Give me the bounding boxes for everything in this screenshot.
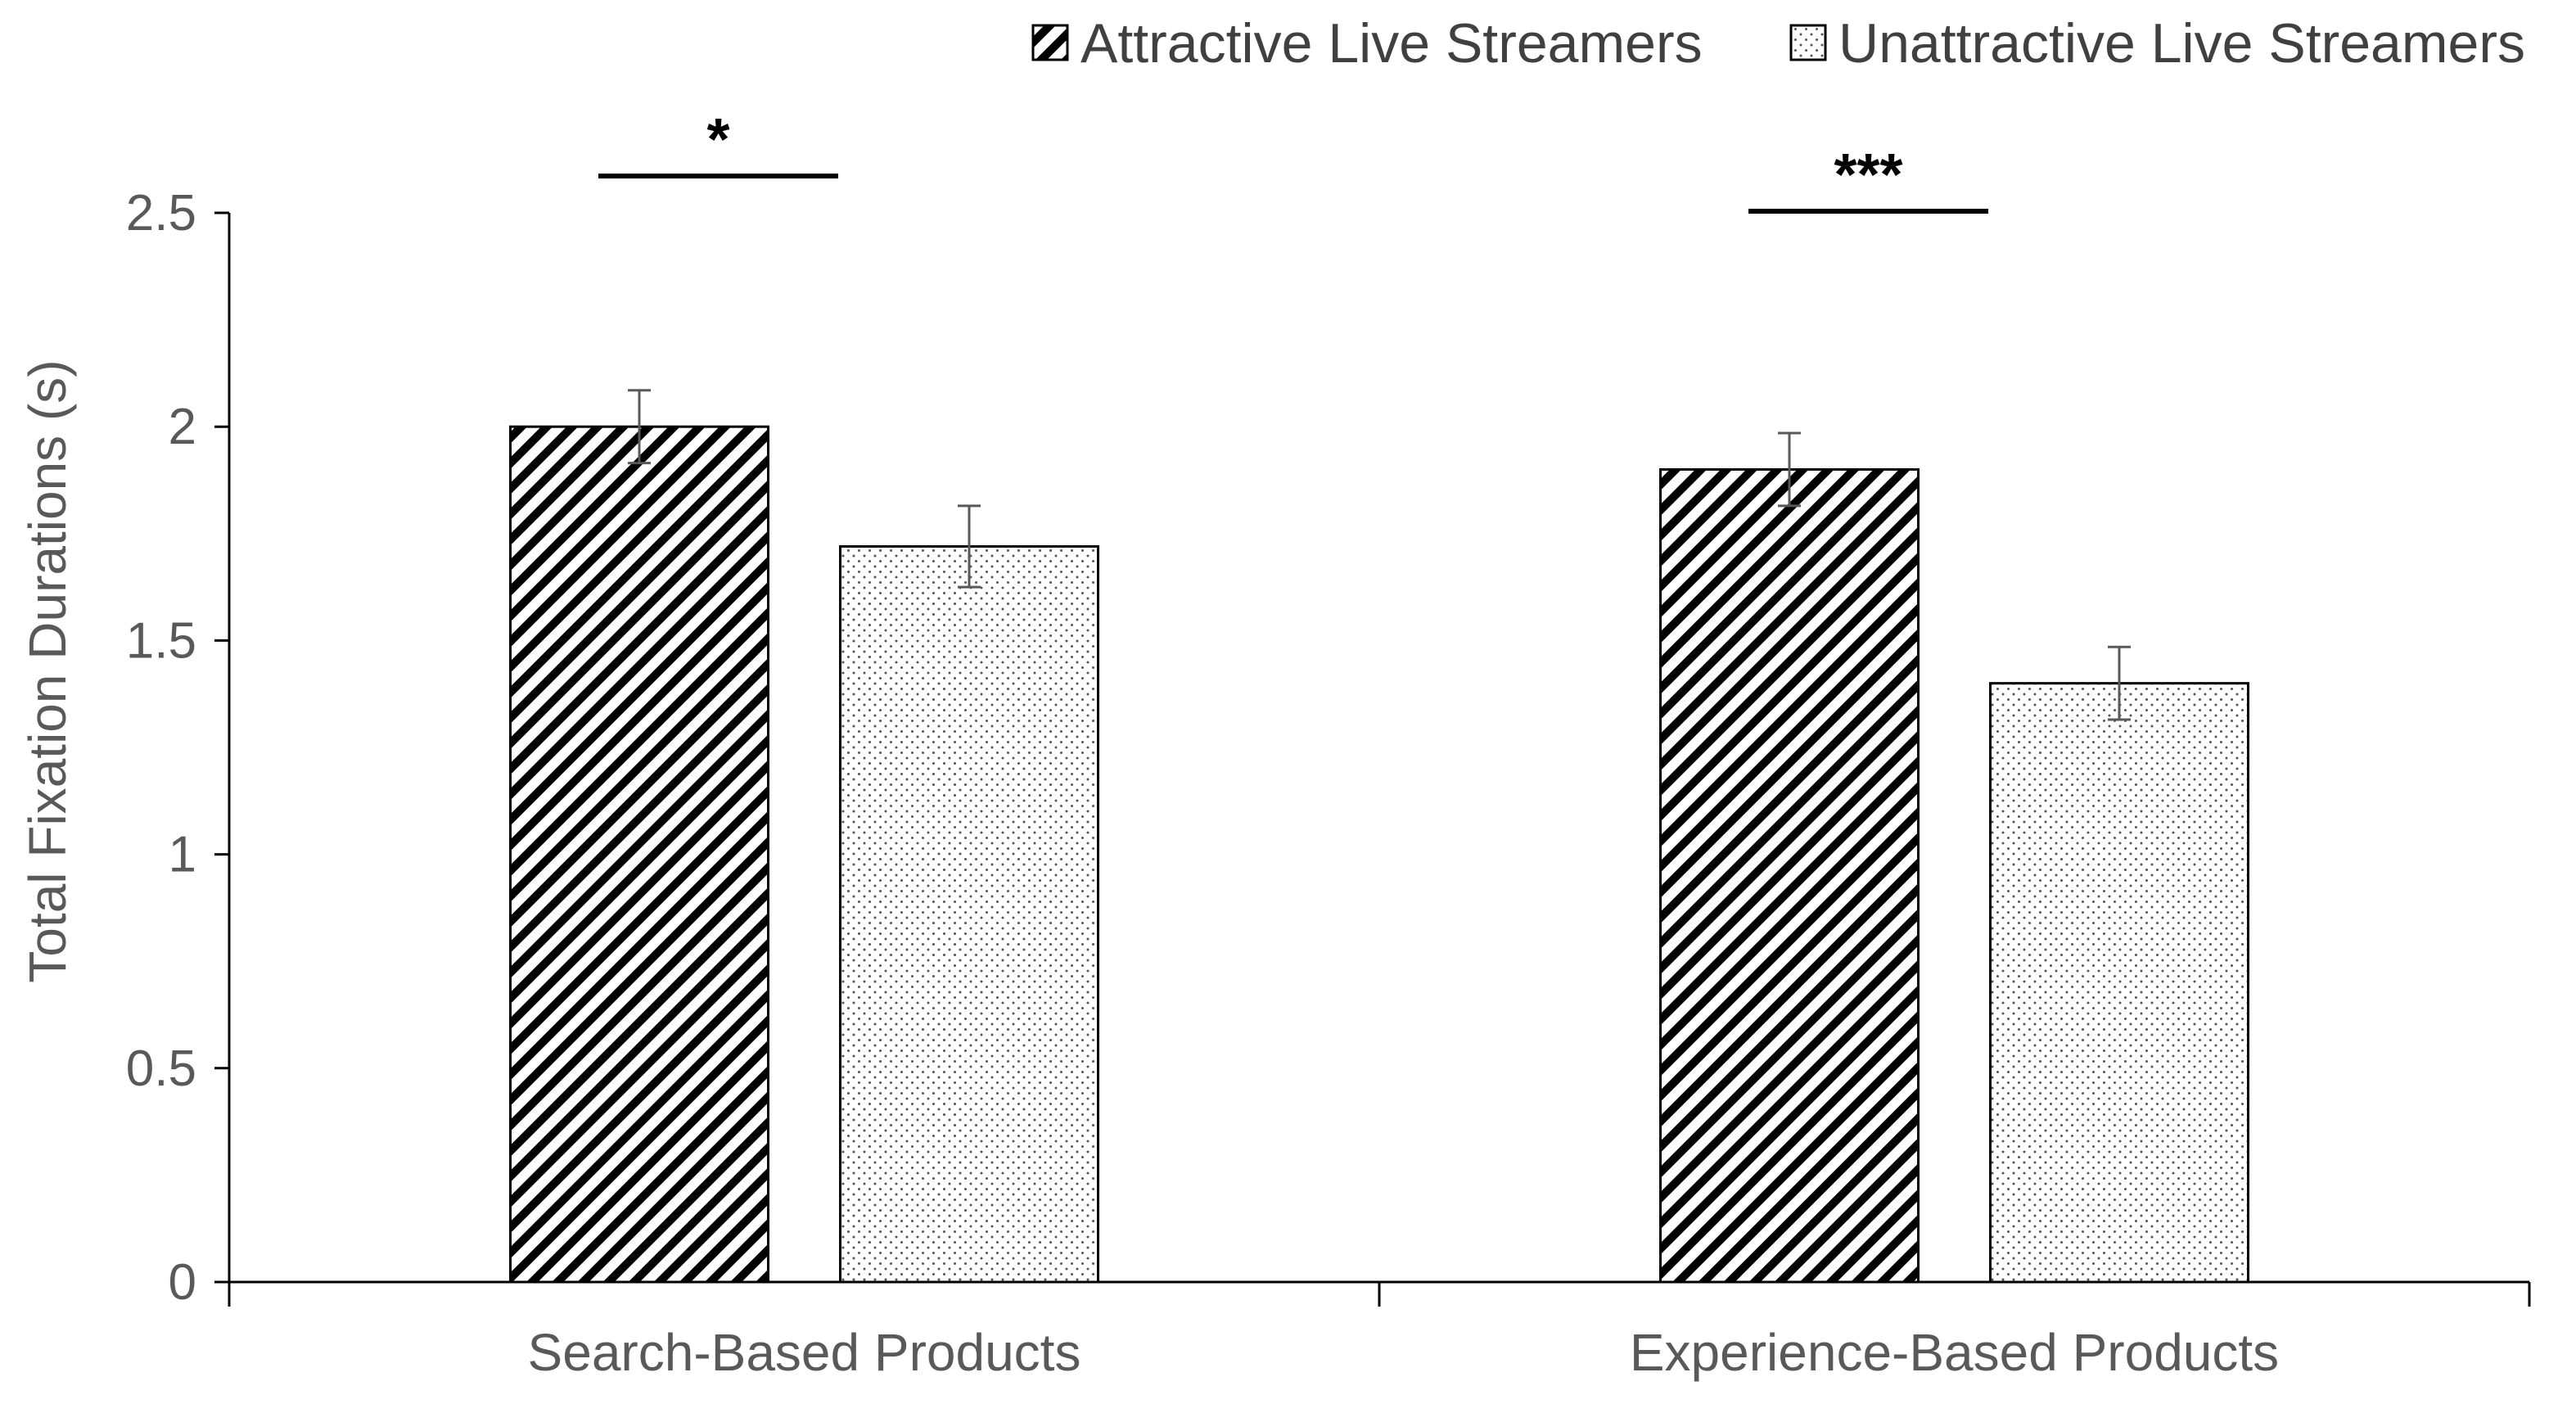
y-tick-label: 1.5 — [126, 612, 196, 669]
significance-label: *** — [1834, 142, 1902, 208]
bar — [509, 425, 769, 1284]
legend-item: Unattractive Live Streamers — [1789, 12, 2525, 74]
error-bars — [628, 389, 2131, 721]
y-tick-label: 2.5 — [126, 185, 196, 242]
bar — [1989, 682, 2249, 1284]
bar — [1659, 467, 1920, 1284]
legend-label: Attractive Live Streamers — [1080, 12, 1703, 74]
legend-swatch — [1789, 24, 1827, 61]
legend-item: Attractive Live Streamers — [1031, 12, 1703, 74]
bars — [509, 425, 2249, 1284]
x-axis: Search-Based Products Experience-Based Pr… — [228, 1280, 2531, 1382]
bar — [839, 544, 1099, 1284]
legend: Attractive Live Streamers Unattractive Li… — [1031, 12, 2525, 74]
legend-label: Unattractive Live Streamers — [1838, 12, 2525, 74]
significance-label: * — [706, 107, 729, 173]
y-tick-label: 2 — [169, 399, 196, 455]
y-tick-label: 0.5 — [126, 1041, 196, 1097]
x-category-label: Experience-Based Products — [1630, 1323, 2279, 1382]
y-tick-label: 1 — [169, 827, 196, 883]
legend-swatch — [1031, 24, 1069, 61]
y-axis-title: Total Fixation Durations (s) — [18, 359, 77, 982]
x-category-label: Search-Based Products — [528, 1323, 1081, 1382]
y-axis: 0 0.5 1 1.5 2 2.5 — [126, 185, 231, 1311]
significance-markers: **** — [598, 107, 1988, 214]
y-tick-label: 0 — [169, 1254, 196, 1311]
